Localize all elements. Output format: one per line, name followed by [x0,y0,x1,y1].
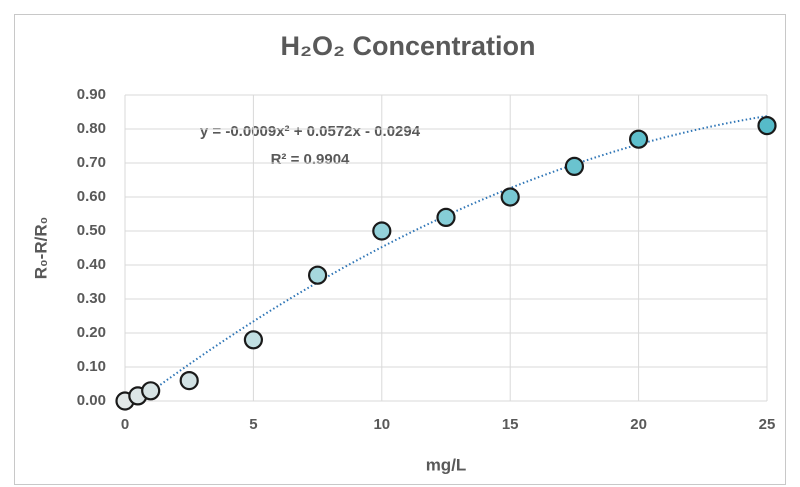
point [757,115,777,136]
point [436,207,456,227]
point [308,265,328,285]
y-tick-label: 0.30 [77,290,106,307]
point [179,371,199,391]
y-tick-label: 0.60 [77,188,106,205]
x-tick-label: 5 [249,416,257,433]
point [500,187,520,207]
x-tick-label: 10 [373,416,390,433]
x-tick-label: 25 [759,416,776,433]
x-tick-label: 20 [630,416,647,433]
trendline-equation: y = -0.0009x² + 0.0572x - 0.0294 [200,123,421,140]
chart-title: H₂O₂ Concentration [281,31,536,61]
x-tick-label: 0 [121,416,129,433]
y-axis-label: R₀-R/R₀ [31,217,50,280]
point [628,129,649,149]
x-tick-label: 15 [502,416,519,433]
y-tick-label: 0.00 [77,392,106,409]
point [141,381,161,401]
y-tick-label: 0.90 [77,86,106,103]
y-tick-label: 0.80 [77,120,106,137]
y-tick-label: 0.10 [77,358,106,375]
x-axis-label: mg/L [426,455,467,474]
point [243,330,263,350]
point [564,156,585,176]
y-tick-label: 0.70 [77,154,106,171]
r-squared: R² = 0.9904 [271,151,350,168]
y-tick-label: 0.50 [77,222,106,239]
y-tick-label: 0.20 [77,324,106,341]
point [372,221,392,241]
chart-border [14,14,786,485]
y-tick-label: 0.40 [77,256,106,273]
